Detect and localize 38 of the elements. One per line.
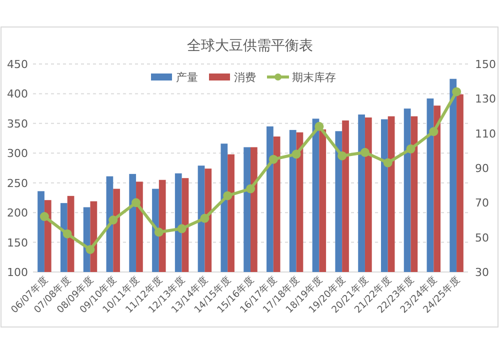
point — [406, 144, 416, 154]
y-tick-label: 250 — [7, 176, 28, 190]
point — [177, 224, 186, 234]
legend-label: 消费 — [234, 71, 256, 84]
point — [429, 127, 438, 136]
y2-tick-label: 70 — [475, 196, 489, 210]
point — [314, 122, 324, 131]
point — [360, 148, 370, 157]
y2-tick-label: 90 — [475, 162, 489, 175]
y-tick-label: 300 — [7, 147, 28, 160]
point — [40, 212, 49, 222]
y2-tick-label: 150 — [475, 58, 496, 71]
point — [62, 229, 72, 238]
y-tick-label: 150 — [7, 236, 28, 250]
y-tick-label: 400 — [7, 88, 28, 101]
point — [132, 198, 141, 208]
point — [338, 151, 347, 160]
point — [86, 244, 95, 254]
point — [383, 158, 392, 168]
legend-label: 期末库存 — [292, 71, 336, 84]
point — [223, 191, 232, 200]
point — [200, 214, 210, 223]
y2-tick-label: 50 — [475, 231, 489, 244]
y-tick-label: 100 — [7, 266, 28, 279]
point — [268, 154, 278, 164]
y2-tick-label: 130 — [475, 92, 496, 106]
legend-label: 产量 — [176, 71, 198, 84]
y-tick-label: 450 — [7, 58, 28, 71]
y2-tick-label: 110 — [475, 127, 496, 140]
y2-tick-label: 30 — [475, 266, 489, 279]
point — [292, 150, 301, 159]
point — [246, 184, 255, 194]
y-tick-label: 350 — [7, 117, 28, 130]
point — [452, 87, 462, 96]
point — [154, 228, 164, 237]
y-tick-label: 200 — [7, 206, 28, 220]
point — [108, 216, 118, 224]
title: 全球大豆供需平衡表 — [187, 38, 313, 54]
